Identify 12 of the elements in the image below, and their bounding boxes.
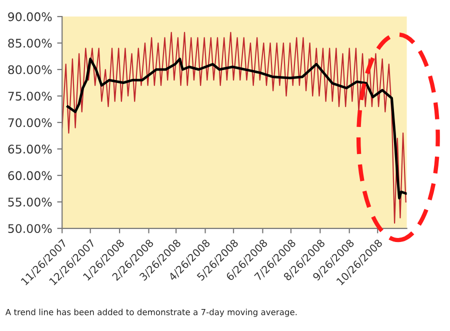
line-series [62, 32, 406, 224]
y-tick-label: 65.00% [8, 144, 52, 154]
y-tick-label: 85.00% [8, 38, 52, 48]
y-tick-label: 75.00% [8, 92, 52, 101]
y-tick-label: 55.00% [8, 198, 52, 207]
text: A trend line has been added to demonstrate a 7-day moving average. [5, 308, 297, 317]
y-tick-label: 90.00% [8, 12, 52, 22]
line-series [66, 58, 407, 200]
y-tick-label: 60.00% [8, 171, 52, 180]
y-tick-label: 70.00% [8, 118, 52, 128]
y-tick-label: 80.00% [8, 65, 52, 74]
y-tick-label: 50.00% [8, 224, 52, 234]
